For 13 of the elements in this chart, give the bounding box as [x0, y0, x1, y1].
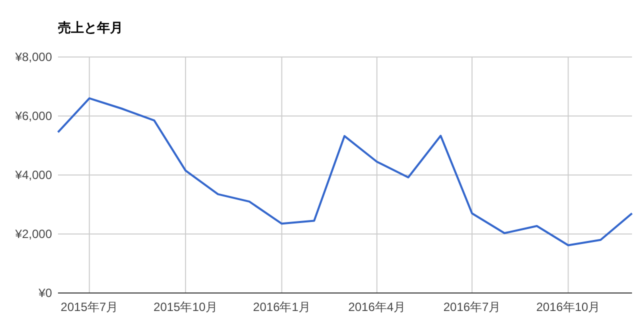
chart-title: 売上と年月 — [58, 20, 123, 35]
y-tick-label: ¥2,000 — [14, 227, 52, 241]
y-tick-label: ¥6,000 — [14, 109, 52, 123]
line-series — [57, 97, 633, 246]
x-tick-label: 2015年10月 — [154, 300, 218, 314]
x-tick-label: 2016年1月 — [253, 300, 310, 314]
x-tick-label: 2015年7月 — [60, 300, 118, 314]
x-tick-label: 2016年10月 — [536, 300, 600, 314]
x-tick-label: 2016年4月 — [348, 300, 406, 314]
y-tick-label: ¥4,000 — [14, 168, 52, 182]
y-tick-label: ¥0 — [38, 286, 52, 300]
x-tick-label: 2016年7月 — [443, 300, 501, 314]
y-tick-label: ¥8,000 — [14, 50, 52, 64]
